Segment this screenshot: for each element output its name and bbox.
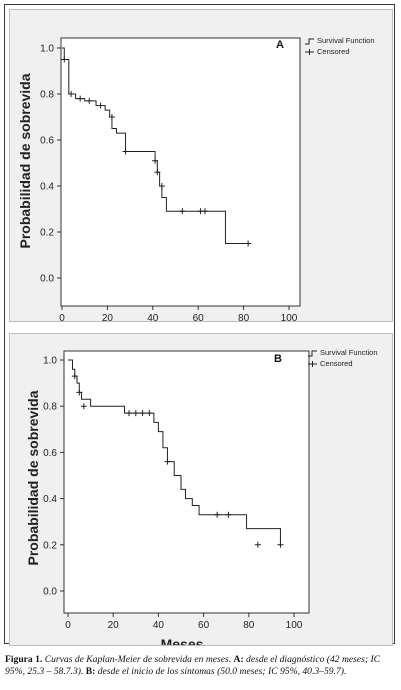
- y-tick-label-b: 1.0: [43, 356, 57, 367]
- legend-label-survival-b: Survival Function: [320, 348, 378, 357]
- censored-marker: [225, 511, 232, 518]
- y-tick-label-b: 0.2: [43, 540, 57, 551]
- x-tick-label-b: 80: [243, 620, 255, 631]
- y-tick-label-a: 1.0: [40, 44, 54, 55]
- x-tick-label-a: 0: [59, 313, 65, 321]
- legend-step-symbol-b: [308, 350, 317, 357]
- legend-label-survival-a: Survival Function: [317, 36, 375, 45]
- x-tick-label-b: 20: [108, 620, 120, 631]
- y-tick-label-b: 0.8: [43, 402, 57, 413]
- legend-b: Survival Function Censored: [308, 348, 378, 368]
- y-axis-label-a: Probabilidad de sobrevida: [17, 73, 33, 248]
- y-tick-label-a: 0.2: [40, 228, 54, 239]
- censored-marker: [68, 91, 75, 97]
- figure-frame: 0.0 0.2 0.4 0.6 0.8 1.0 0 20 40 60 80 100 Meses Proba…: [4, 4, 395, 652]
- caption-a-label: A:: [233, 654, 244, 665]
- y-axis-label-b: Probabilidad de sobrevida: [25, 390, 41, 565]
- legend-censored-symbol-b: [308, 361, 317, 367]
- panel-label-a: A: [276, 39, 284, 51]
- censored-marker: [139, 410, 146, 417]
- x-tick-label-a: 40: [147, 313, 159, 321]
- y-tick-label-a: 0.6: [40, 136, 54, 147]
- censored-markers-b: [71, 373, 284, 548]
- caption-text-1: Curvas de Kaplan-Meier de sobrevida en m…: [42, 654, 234, 665]
- chart-panel-a: 0.00.20.40.60.81.0020406080100MesesProba…: [9, 9, 393, 345]
- censored-marker: [164, 458, 171, 465]
- censored-marker: [132, 410, 139, 417]
- y-tick-label-a: 0.8: [40, 90, 54, 101]
- censored-marker: [158, 183, 165, 189]
- legend-label-censored-a: Censored: [317, 47, 350, 56]
- censored-marker: [122, 148, 129, 155]
- y-tick-label-a: 0.4: [40, 182, 54, 193]
- caption-text-3: desde el inicio de los síntomas (50.0 me…: [95, 666, 347, 677]
- censored-marker: [179, 208, 186, 215]
- y-tick-label-b: 0.0: [43, 587, 57, 598]
- censored-marker: [80, 403, 87, 410]
- x-tick-label-b: 40: [153, 620, 165, 631]
- panel-label-b: B: [274, 353, 282, 365]
- y-tick-label-b: 0.4: [43, 494, 57, 505]
- survival-function-line-a: [62, 47, 249, 244]
- censored-marker: [277, 541, 284, 548]
- censored-marker: [86, 97, 93, 104]
- censored-marker: [77, 95, 84, 102]
- caption-b-label: B:: [85, 666, 96, 677]
- x-tick-label-b: 60: [198, 620, 210, 631]
- legend-a: Survival Function Censored: [305, 36, 375, 56]
- survival-function-line-b: [68, 359, 281, 545]
- censored-markers-a: [61, 56, 252, 247]
- censored-marker: [254, 541, 261, 548]
- censored-marker: [214, 511, 221, 518]
- x-axis-label-b: Meses: [161, 636, 204, 645]
- legend-step-symbol-a: [305, 38, 314, 45]
- x-tick-label-b: 0: [65, 620, 71, 631]
- caption-label: Figura 1.: [5, 654, 43, 665]
- censored-marker: [146, 410, 153, 417]
- censored-marker: [61, 56, 68, 63]
- legend-label-censored-b: Censored: [320, 359, 353, 368]
- km-chart-b: 0.0 0.2 0.4 0.6 0.8 1.0 0 20 40 60 80 100 Meses Proba…: [25, 348, 378, 652]
- x-tick-label-a: 100: [281, 313, 298, 321]
- y-tick-label-b: 0.6: [43, 448, 57, 459]
- caption-text-2: desde el diagnóstico (42 meses; IC 95%, …: [5, 654, 381, 677]
- y-tick-label-a: 0.0: [40, 274, 54, 285]
- x-tick-label-a: 60: [193, 313, 205, 321]
- censored-marker: [152, 157, 159, 164]
- censored-marker: [108, 114, 115, 120]
- figure-caption: Figura 1. Curvas de Kaplan-Meier de sobr…: [5, 654, 397, 678]
- censored-marker: [71, 373, 78, 380]
- censored-marker: [76, 389, 83, 396]
- x-tick-label-a: 20: [102, 313, 114, 321]
- censored-marker: [126, 410, 133, 417]
- censored-marker: [97, 102, 104, 109]
- censored-marker: [245, 240, 252, 247]
- chart-panel-b: 0.0 0.2 0.4 0.6 0.8 1.0 0 20 40 60 80 100 Meses Proba…: [9, 333, 393, 652]
- x-tick-label-a: 80: [238, 313, 250, 321]
- censored-marker: [202, 208, 209, 215]
- km-chart-a: 0.00.20.40.60.81.0020406080100MesesProba…: [17, 36, 375, 345]
- plot-area-a: [60, 37, 301, 307]
- legend-censored-symbol-a: [305, 49, 314, 55]
- x-tick-label-b: 100: [286, 620, 303, 631]
- plot-area-b: [63, 350, 310, 614]
- censored-marker: [154, 169, 161, 176]
